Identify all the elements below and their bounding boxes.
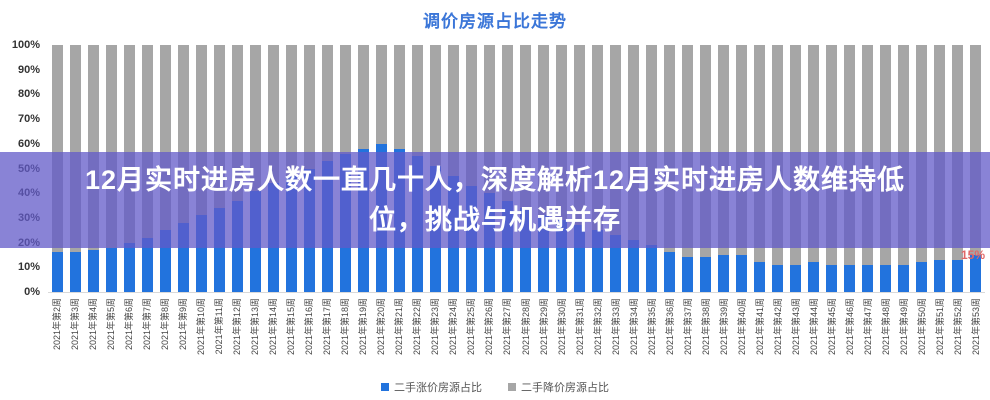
x-label-2021年第12周: 2021年第12周 (232, 298, 243, 356)
bar-2021年第7周 (138, 45, 156, 292)
x-label-2021年第37周: 2021年第37周 (682, 298, 693, 356)
x-axis-line (48, 292, 985, 293)
x-label-2021年第9周: 2021年第9周 (178, 298, 189, 351)
x-label-2021年第46周: 2021年第46周 (844, 298, 855, 356)
bar-2021年第36周 (661, 45, 679, 292)
x-label-2021年第18周: 2021年第18周 (340, 298, 351, 356)
x-label-2021年第42周: 2021年第42周 (772, 298, 783, 356)
last-value-label: 15% (960, 248, 985, 262)
x-label-2021年第13周: 2021年第13周 (250, 298, 261, 356)
x-label-2021年第44周: 2021年第44周 (808, 298, 819, 356)
x-label-2021年第32周: 2021年第32周 (592, 298, 603, 356)
y-tick-10%: 10% (17, 261, 40, 274)
x-label-2021年第34周: 2021年第34周 (628, 298, 639, 356)
legend-item-decrease: 二手降价房源占比 (508, 379, 609, 395)
x-label-2021年第7周: 2021年第7周 (142, 298, 153, 351)
x-label-2021年第29周: 2021年第29周 (538, 298, 549, 356)
x-label-2021年第11周: 2021年第11周 (214, 298, 225, 355)
x-label-2021年第30周: 2021年第30周 (556, 298, 567, 356)
x-label-2021年第49周: 2021年第49周 (898, 298, 909, 356)
bar-2021年第38周 (697, 45, 715, 292)
x-label-2021年第22周: 2021年第22周 (412, 298, 423, 356)
bar-2021年第6周 (120, 45, 138, 292)
x-label-2021年第27周: 2021年第27周 (502, 298, 513, 356)
x-label-2021年第10周: 2021年第10周 (196, 298, 207, 356)
bar-2021年第5周 (102, 45, 120, 292)
x-label-2021年第16周: 2021年第16周 (304, 298, 315, 356)
bar-2021年第40周 (733, 45, 751, 292)
x-label-2021年第8周: 2021年第8周 (160, 298, 171, 351)
x-label-2021年第2周: 2021年第2周 (52, 298, 63, 351)
bar-2021年第53周 (967, 45, 985, 292)
x-label-2021年第17周: 2021年第17周 (322, 298, 333, 356)
x-label-2021年第45周: 2021年第45周 (826, 298, 837, 356)
x-label-2021年第23周: 2021年第23周 (430, 298, 441, 356)
legend-item-increase: 二手涨价房源占比 (381, 379, 482, 395)
legend: 二手涨价房源占比 二手降价房源占比 (0, 379, 990, 395)
x-label-2021年第4周: 2021年第4周 (88, 298, 99, 351)
decrease-swatch-icon (508, 383, 516, 391)
x-label-2021年第21周: 2021年第21周 (394, 298, 405, 356)
bar-2021年第9周 (174, 45, 192, 292)
x-label-2021年第28周: 2021年第28周 (520, 298, 531, 356)
y-tick-80%: 80% (17, 88, 40, 101)
x-label-2021年第31周: 2021年第31周 (574, 298, 585, 356)
x-label-2021年第38周: 2021年第38周 (700, 298, 711, 356)
x-label-2021年第51周: 2021年第51周 (934, 298, 945, 356)
bar-2021年第31周 (570, 45, 588, 292)
x-label-2021年第52周: 2021年第52周 (952, 298, 963, 356)
bar-2021年第37周 (679, 45, 697, 292)
bar-2021年第39周 (715, 45, 733, 292)
y-tick-100%: 100% (11, 39, 40, 51)
y-tick-0%: 0% (24, 286, 40, 298)
bar-2021年第30周 (552, 45, 570, 292)
bar-2021年第34周 (625, 45, 643, 292)
x-label-2021年第15周: 2021年第15周 (286, 298, 297, 356)
overlay-banner: 12月实时进房人数一直几十人，深度解析12月实时进房人数维持低 位，挑战与机遇并… (0, 152, 990, 248)
x-label-2021年第19周: 2021年第19周 (358, 298, 369, 356)
bar-2021年第10周 (192, 45, 210, 292)
x-label-2021年第25周: 2021年第25周 (466, 298, 477, 356)
x-label-2021年第40周: 2021年第40周 (736, 298, 747, 356)
bar-2021年第11周 (210, 45, 228, 292)
x-axis-labels: 2021年第2周 2021年第3周 2021年第4周 2021年第5周 2021年第6周… (48, 296, 985, 378)
x-label-2021年第48周: 2021年第48周 (880, 298, 891, 356)
increase-swatch-icon (381, 383, 389, 391)
y-tick-60%: 60% (17, 137, 40, 150)
x-label-2021年第24周: 2021年第24周 (448, 298, 459, 356)
bar-2021年第29周 (534, 45, 552, 292)
bar-2021年第35周 (643, 45, 661, 292)
x-label-2021年第33周: 2021年第33周 (610, 298, 621, 356)
bar-2021年第33周 (606, 45, 624, 292)
chart-title: 调价房源占比走势 (423, 12, 567, 31)
x-label-2021年第20周: 2021年第20周 (376, 298, 387, 356)
x-label-2021年第3周: 2021年第3周 (70, 298, 81, 351)
bar-2021年第3周 (66, 45, 84, 292)
y-tick-90%: 90% (17, 63, 40, 76)
overlay-text-line2: 位，挑战与机遇并存 (369, 205, 621, 235)
y-tick-70%: 70% (17, 113, 40, 126)
bar-2021年第2周 (48, 45, 66, 292)
x-label-2021年第35周: 2021年第35周 (646, 298, 657, 356)
x-label-2021年第14周: 2021年第14周 (268, 298, 279, 356)
legend-label-increase: 二手涨价房源占比 (394, 382, 482, 394)
x-label-2021年第6周: 2021年第6周 (124, 298, 135, 351)
overlay-text-line1: 12月实时进房人数一直几十人，深度解析12月实时进房人数维持低 (84, 165, 906, 195)
x-label-2021年第36周: 2021年第36周 (664, 298, 675, 356)
bar-2021年第4周 (84, 45, 102, 292)
x-label-2021年第41周: 2021年第41周 (754, 298, 765, 356)
x-label-2021年第26周: 2021年第26周 (484, 298, 495, 356)
x-label-2021年第53周: 2021年第53周 (970, 298, 981, 356)
bar-2021年第28周 (516, 45, 534, 292)
x-label-2021年第43周: 2021年第43周 (790, 298, 801, 356)
bar-2021年第32周 (588, 45, 606, 292)
bar-2021年第8周 (156, 45, 174, 292)
x-label-2021年第39周: 2021年第39周 (718, 298, 729, 356)
x-label-2021年第47周: 2021年第47周 (862, 298, 873, 356)
legend-label-decrease: 二手降价房源占比 (521, 382, 609, 394)
x-label-2021年第5周: 2021年第5周 (106, 298, 117, 351)
x-label-2021年第50周: 2021年第50周 (916, 298, 927, 356)
